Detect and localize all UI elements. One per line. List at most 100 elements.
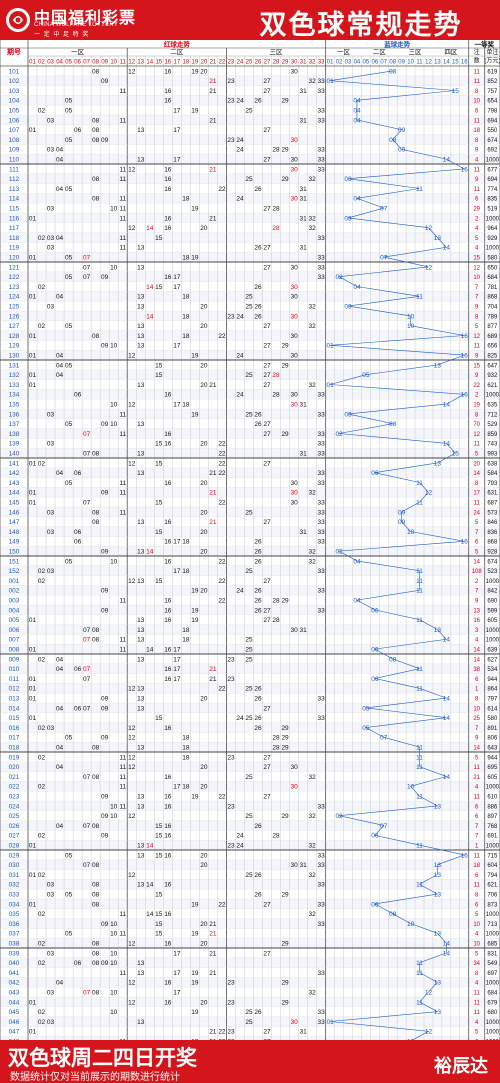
red-ball-number: 33 (318, 470, 326, 477)
red-ball-number: 01 (29, 333, 37, 340)
red-ball-number: 09 (101, 607, 109, 614)
draw-schedule: 双色球周二四日开奖 (8, 1047, 197, 1070)
red-number-header: 06 (74, 60, 81, 66)
red-ball-number: 24 (236, 313, 244, 320)
red-ball-number: 05 (65, 852, 73, 859)
blue-number-header: 12 (425, 60, 432, 66)
period-number: 003 (9, 598, 20, 605)
red-ball-number: 33 (318, 529, 326, 536)
red-ball-number: 19 (191, 794, 199, 801)
red-ball-number: 04 (56, 372, 64, 379)
red-ball-number: 33 (318, 921, 326, 928)
prize-amount: 1000 (486, 158, 500, 164)
blue-number-header: 11 (416, 60, 423, 66)
red-ball-number: 16 (164, 617, 172, 624)
prize-amount: 631 (487, 491, 498, 497)
red-ball-number: 22 (218, 500, 226, 507)
red-ball-number: 10 (110, 343, 118, 350)
red-ball-number: 09 (101, 274, 109, 281)
red-ball-number: 07 (83, 823, 91, 830)
red-ball-number: 20 (200, 764, 208, 771)
blue-ball-number: 08 (389, 137, 397, 144)
red-ball-number: 16 (164, 980, 172, 987)
period-number: 112 (9, 176, 20, 183)
red-ball-number: 03 (47, 529, 55, 536)
red-ball-number: 27 (263, 245, 271, 252)
period-number: 032 (9, 882, 20, 889)
period-number: 105 (9, 108, 20, 115)
period-number: 127 (9, 323, 20, 330)
blue-ball-number: 11 (416, 617, 423, 624)
red-ball-number: 11 (119, 235, 126, 242)
blue-trend-line (330, 70, 466, 1040)
prize-count: 7 (475, 589, 479, 595)
blue-ball-number: 11 (416, 999, 423, 1006)
period-number: 118 (9, 235, 20, 242)
prize-count: 11 (474, 501, 481, 507)
red-ball-number: 08 (92, 519, 100, 526)
red-ball-number: 17 (173, 970, 181, 977)
red-ball-number: 32 (309, 549, 317, 556)
red-number-header: 24 (237, 60, 244, 66)
period-number: 022 (9, 784, 20, 791)
red-ball-number: 03 (47, 117, 55, 124)
red-ball-number: 20 (200, 323, 208, 330)
red-ball-number: 12 (128, 941, 136, 948)
red-ball-number: 03 (47, 725, 55, 732)
red-ball-number: 08 (92, 196, 100, 203)
red-ball-number: 04 (56, 764, 64, 771)
red-ball-number: 03 (47, 892, 55, 899)
red-ball-number: 11 (119, 480, 126, 487)
red-ball-number: 33 (318, 431, 326, 438)
prize-amount: 757 (487, 89, 498, 95)
row-band (0, 546, 500, 556)
prize-amount: 1000 (486, 579, 500, 585)
period-number: 126 (9, 313, 20, 320)
red-ball-number: 23 (227, 1039, 235, 1041)
row-band (0, 722, 500, 733)
red-ball-number: 25 (245, 411, 253, 418)
red-ball-number: 15 (155, 284, 163, 291)
blue-ball-number: 16 (461, 166, 469, 173)
prize-count: 5 (475, 324, 479, 330)
red-ball-number: 16 (164, 480, 172, 487)
prize-amount: 580 (487, 716, 498, 722)
red-ball-number: 15 (155, 235, 163, 242)
red-ball-number: 31 (299, 196, 307, 203)
red-ball-number: 11 (119, 970, 126, 977)
red-number-header: 16 (164, 60, 171, 66)
red-ball-number: 27 (263, 343, 271, 350)
red-ball-number: 26 (254, 715, 262, 722)
red-ball-number: 18 (182, 333, 190, 340)
red-ball-number: 26 (254, 892, 262, 899)
red-ball-number: 09 (101, 588, 109, 595)
prize-amount: 680 (487, 1010, 498, 1016)
red-ball-number: 09 (101, 549, 109, 556)
red-ball-number: 04 (56, 186, 64, 193)
blue-number-header: 10 (407, 60, 414, 66)
prize-amount: 768 (487, 824, 498, 830)
red-ball-number: 16 (164, 186, 172, 193)
red-ball-number: 04 (56, 745, 64, 752)
red-ball-number: 24 (236, 353, 244, 360)
red-ball-number: 27 (263, 460, 271, 467)
blue-ball-number: 02 (335, 549, 343, 556)
red-ball-number: 16 (164, 519, 172, 526)
prize-count: 6 (475, 873, 479, 879)
red-ball-number: 05 (65, 274, 73, 281)
red-ball-number: 32 (309, 323, 317, 330)
red-ball-number: 33 (318, 852, 326, 859)
page-title: 双色球常规走势 (259, 10, 463, 41)
red-ball-number: 28 (272, 206, 280, 213)
red-ball-number: 04 (56, 362, 64, 369)
red-number-header: 25 (246, 60, 253, 66)
red-ball-number: 11 (119, 754, 126, 761)
row-band (0, 624, 500, 635)
blue-ball-number: 16 (461, 392, 469, 399)
red-ball-number: 07 (83, 705, 91, 712)
red-ball-number: 23 (227, 137, 235, 144)
red-ball-number: 33 (318, 480, 326, 487)
red-ball-number: 15 (155, 460, 163, 467)
prize-amount: 1000 (486, 932, 500, 938)
red-ball-number: 25 (245, 1009, 253, 1016)
